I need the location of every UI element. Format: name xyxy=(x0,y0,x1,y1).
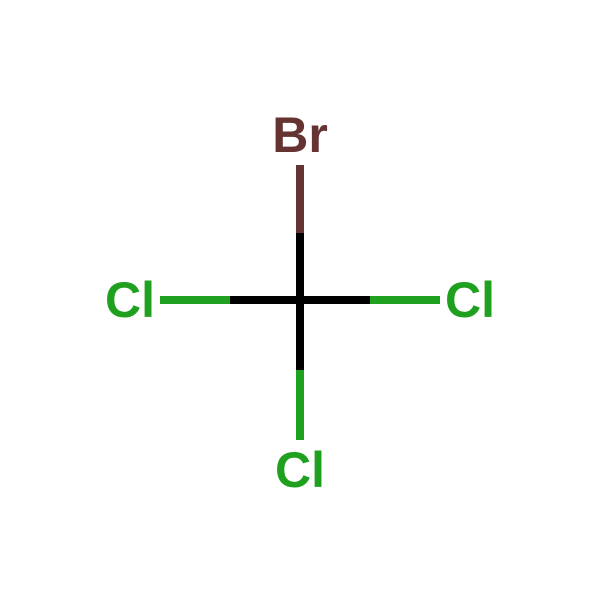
atom-cl-left: Cl xyxy=(105,271,155,329)
atom-cl-bottom: Cl xyxy=(275,441,325,499)
bond-c-cl-left-seg2 xyxy=(160,296,230,304)
bond-c-br-seg1 xyxy=(296,233,304,301)
bond-c-cl-right-seg1 xyxy=(300,296,370,304)
molecule-diagram: Br Cl Cl Cl xyxy=(0,0,600,600)
atom-br: Br xyxy=(272,106,328,164)
bond-c-br-seg2 xyxy=(296,165,304,233)
atom-cl-right: Cl xyxy=(445,271,495,329)
bond-c-cl-bottom-seg1 xyxy=(296,300,304,370)
bond-c-cl-bottom-seg2 xyxy=(296,370,304,440)
bond-c-cl-left-seg1 xyxy=(230,296,300,304)
bond-c-cl-right-seg2 xyxy=(370,296,440,304)
